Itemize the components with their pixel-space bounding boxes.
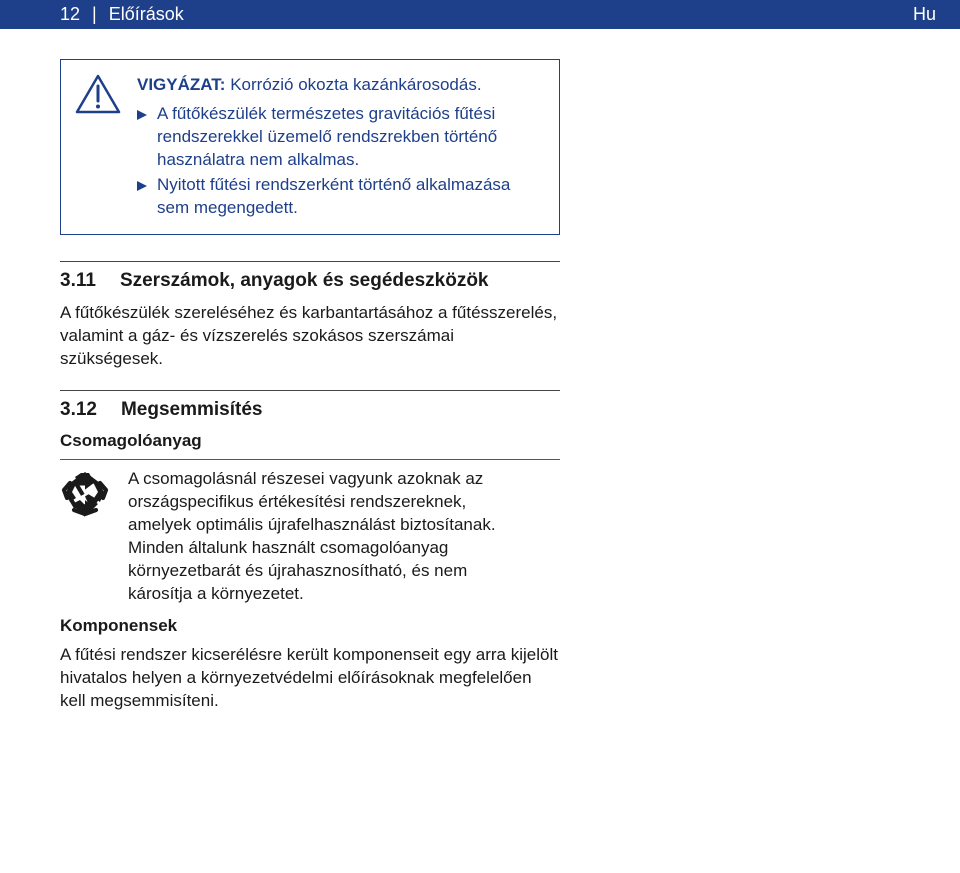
caution-bullet-1: A fűtőkészülék természetes gravitációs f… <box>137 103 541 172</box>
recycle-icon <box>60 468 110 523</box>
section-divider <box>60 261 560 262</box>
section-title: Szerszámok, anyagok és segédeszközök <box>120 270 489 292</box>
caution-bullets: A fűtőkészülék természetes gravitációs f… <box>137 103 541 220</box>
header-language: Hu <box>913 4 936 25</box>
caution-body: VIGYÁZAT: Korrózió okozta kazánkárosodás… <box>137 74 541 220</box>
subsection-heading-components: Komponensek <box>60 616 560 636</box>
packaging-block: A csomagolásnál részesei vagyunk azoknak… <box>60 468 560 606</box>
caution-bullet-text: Nyitott fűtési rendszerként történő alka… <box>157 174 541 220</box>
caution-bullet-2: Nyitott fűtési rendszerként történő alka… <box>137 174 541 220</box>
section-311-body: A fűtőkészülék szereléséhez és karbantar… <box>60 302 560 371</box>
caution-box: VIGYÁZAT: Korrózió okozta kazánkárosodás… <box>60 59 560 235</box>
section-number: 3.11 <box>60 270 96 292</box>
section-number: 3.12 <box>60 399 97 421</box>
section-heading-312: 3.12 Megsemmisítés <box>60 399 560 421</box>
page-number: 12 <box>60 4 80 25</box>
section-heading-311: 3.11 Szerszámok, anyagok és segédeszközö… <box>60 270 560 292</box>
packaging-body: A csomagolásnál részesei vagyunk azoknak… <box>128 468 528 606</box>
triangle-bullet-icon <box>137 105 147 174</box>
header-section-title: Előírások <box>109 4 184 25</box>
caution-label: VIGYÁZAT: <box>137 75 225 94</box>
subsection-divider <box>60 459 560 460</box>
components-body: A fűtési rendszer kicserélésre került ko… <box>60 644 560 713</box>
section-divider <box>60 390 560 391</box>
page-header: 12 | Előírások Hu <box>0 0 960 29</box>
section-title: Megsemmisítés <box>121 399 263 421</box>
triangle-bullet-icon <box>137 176 147 222</box>
warning-icon <box>75 74 121 119</box>
subsection-heading-packaging: Csomagolóanyag <box>60 431 560 451</box>
header-left: 12 | Előírások <box>60 4 184 25</box>
caution-bullet-text: A fűtőkészülék természetes gravitációs f… <box>157 103 541 172</box>
page-content: VIGYÁZAT: Korrózió okozta kazánkárosodás… <box>0 29 620 739</box>
caution-head-rest: Korrózió okozta kazánkárosodás. <box>230 75 481 94</box>
caution-head: VIGYÁZAT: Korrózió okozta kazánkárosodás… <box>137 74 541 97</box>
header-separator: | <box>92 4 97 25</box>
